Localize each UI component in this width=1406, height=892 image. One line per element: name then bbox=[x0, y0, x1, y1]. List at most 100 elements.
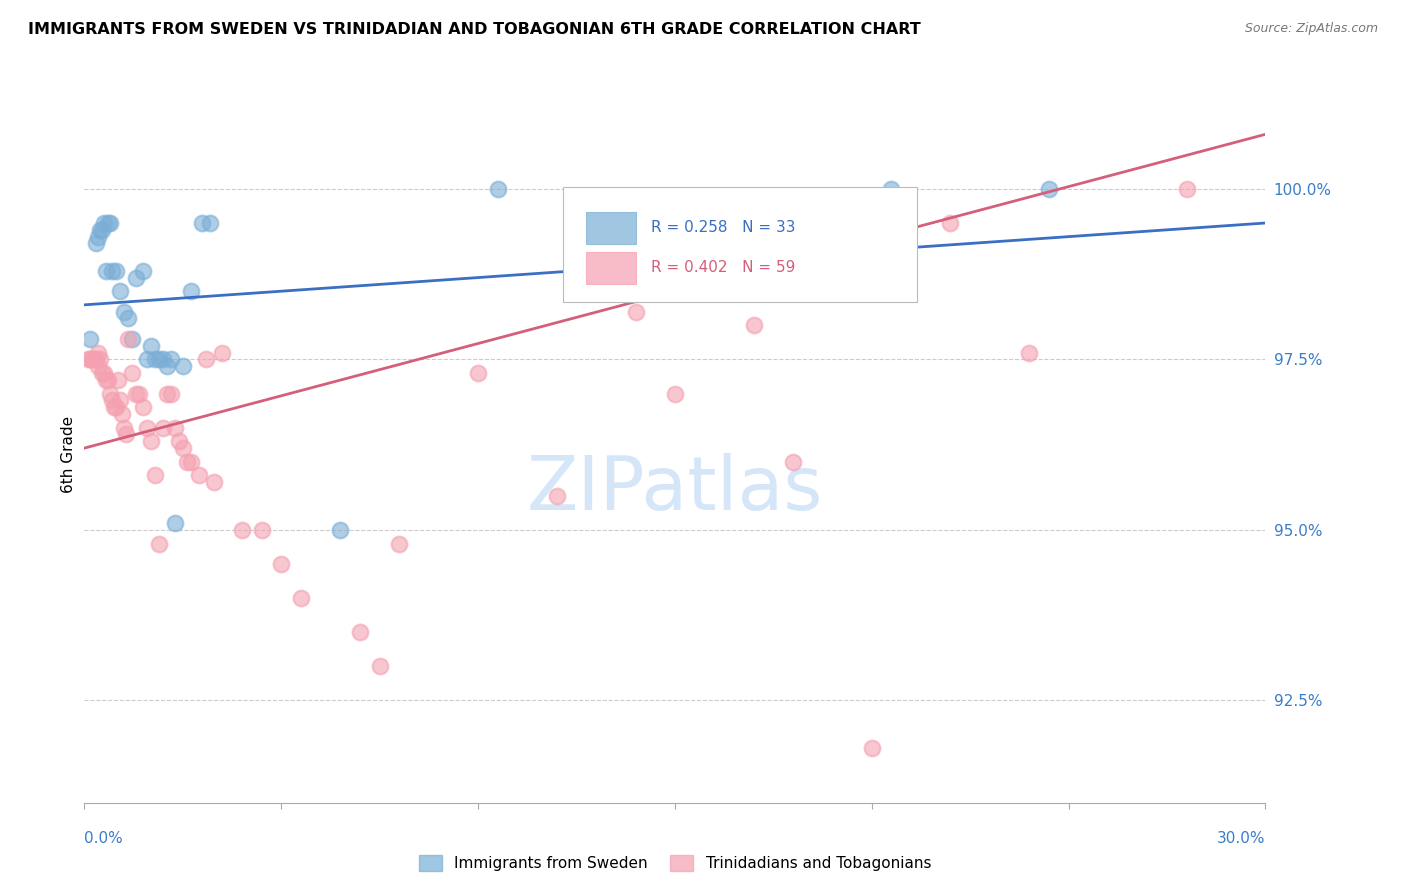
Point bbox=[136, 420, 159, 434]
Point bbox=[121, 332, 143, 346]
Text: ZIPatlas: ZIPatlas bbox=[527, 453, 823, 526]
Point bbox=[160, 386, 183, 401]
Point bbox=[79, 332, 101, 346]
Point bbox=[176, 455, 198, 469]
Point bbox=[84, 352, 107, 367]
Point bbox=[103, 400, 125, 414]
Point bbox=[128, 386, 150, 401]
Point bbox=[156, 359, 179, 374]
Point bbox=[782, 455, 804, 469]
Point bbox=[87, 345, 110, 359]
Point bbox=[624, 304, 647, 318]
Point bbox=[368, 659, 391, 673]
Point bbox=[160, 352, 183, 367]
Text: 0.0%: 0.0% bbox=[84, 830, 124, 846]
Point bbox=[101, 393, 124, 408]
Point bbox=[467, 366, 489, 380]
FancyBboxPatch shape bbox=[562, 187, 917, 301]
Point bbox=[202, 475, 225, 490]
Text: #d0e4f7: #d0e4f7 bbox=[675, 489, 681, 490]
Point bbox=[143, 352, 166, 367]
Point bbox=[89, 223, 111, 237]
Point bbox=[1175, 182, 1198, 196]
Point bbox=[94, 373, 117, 387]
Point bbox=[143, 468, 166, 483]
Point bbox=[250, 523, 273, 537]
Point bbox=[270, 557, 292, 571]
Point bbox=[388, 536, 411, 550]
Point bbox=[167, 434, 190, 449]
Text: IMMIGRANTS FROM SWEDEN VS TRINIDADIAN AND TOBAGONIAN 6TH GRADE CORRELATION CHART: IMMIGRANTS FROM SWEDEN VS TRINIDADIAN AN… bbox=[28, 22, 921, 37]
Point bbox=[84, 236, 107, 251]
Point bbox=[121, 366, 143, 380]
Point bbox=[329, 523, 352, 537]
Point bbox=[1018, 345, 1040, 359]
Point bbox=[163, 516, 186, 530]
Point bbox=[141, 339, 163, 353]
Point bbox=[117, 311, 139, 326]
Y-axis label: 6th Grade: 6th Grade bbox=[60, 417, 76, 493]
Point bbox=[148, 352, 170, 367]
Point bbox=[180, 284, 202, 298]
Point bbox=[136, 352, 159, 367]
Point bbox=[104, 400, 127, 414]
Point bbox=[104, 264, 127, 278]
Point bbox=[108, 393, 131, 408]
Point bbox=[91, 366, 114, 380]
Point bbox=[132, 400, 155, 414]
Point bbox=[939, 216, 962, 230]
Point bbox=[124, 270, 146, 285]
Point bbox=[180, 455, 202, 469]
Point bbox=[94, 264, 117, 278]
Point bbox=[124, 386, 146, 401]
Point bbox=[87, 359, 110, 374]
Point bbox=[880, 182, 903, 196]
Point bbox=[141, 434, 163, 449]
Point bbox=[114, 427, 136, 442]
Point bbox=[290, 591, 312, 606]
Text: 30.0%: 30.0% bbox=[1218, 830, 1265, 846]
Point bbox=[87, 229, 110, 244]
Point bbox=[152, 420, 174, 434]
Point bbox=[349, 625, 371, 640]
Point bbox=[89, 352, 111, 367]
Point bbox=[82, 352, 104, 367]
Point bbox=[98, 216, 121, 230]
Point bbox=[860, 741, 883, 756]
Point bbox=[112, 420, 135, 434]
Point bbox=[200, 216, 222, 230]
Point bbox=[97, 373, 120, 387]
Point bbox=[172, 441, 194, 455]
Point bbox=[117, 332, 139, 346]
Point bbox=[156, 386, 179, 401]
Point bbox=[742, 318, 765, 333]
Point bbox=[108, 284, 131, 298]
Point bbox=[132, 264, 155, 278]
Point bbox=[152, 352, 174, 367]
Point bbox=[191, 216, 214, 230]
Point bbox=[195, 352, 218, 367]
Point bbox=[91, 223, 114, 237]
Text: R = 0.258   N = 33: R = 0.258 N = 33 bbox=[651, 220, 796, 235]
Point bbox=[231, 523, 253, 537]
Point bbox=[107, 373, 129, 387]
Text: R = 0.402   N = 59: R = 0.402 N = 59 bbox=[651, 260, 796, 275]
Point bbox=[93, 216, 115, 230]
Point bbox=[1038, 182, 1060, 196]
Point bbox=[163, 420, 186, 434]
Point bbox=[486, 182, 509, 196]
Point bbox=[664, 386, 686, 401]
Point bbox=[83, 352, 105, 367]
Point bbox=[546, 489, 568, 503]
FancyBboxPatch shape bbox=[586, 212, 636, 244]
Point bbox=[101, 264, 124, 278]
Point bbox=[172, 359, 194, 374]
Point bbox=[148, 536, 170, 550]
Point bbox=[79, 352, 101, 367]
Point bbox=[98, 386, 121, 401]
Text: Source: ZipAtlas.com: Source: ZipAtlas.com bbox=[1244, 22, 1378, 36]
Point bbox=[187, 468, 209, 483]
Point bbox=[77, 352, 100, 367]
Point bbox=[211, 345, 233, 359]
Point bbox=[93, 366, 115, 380]
